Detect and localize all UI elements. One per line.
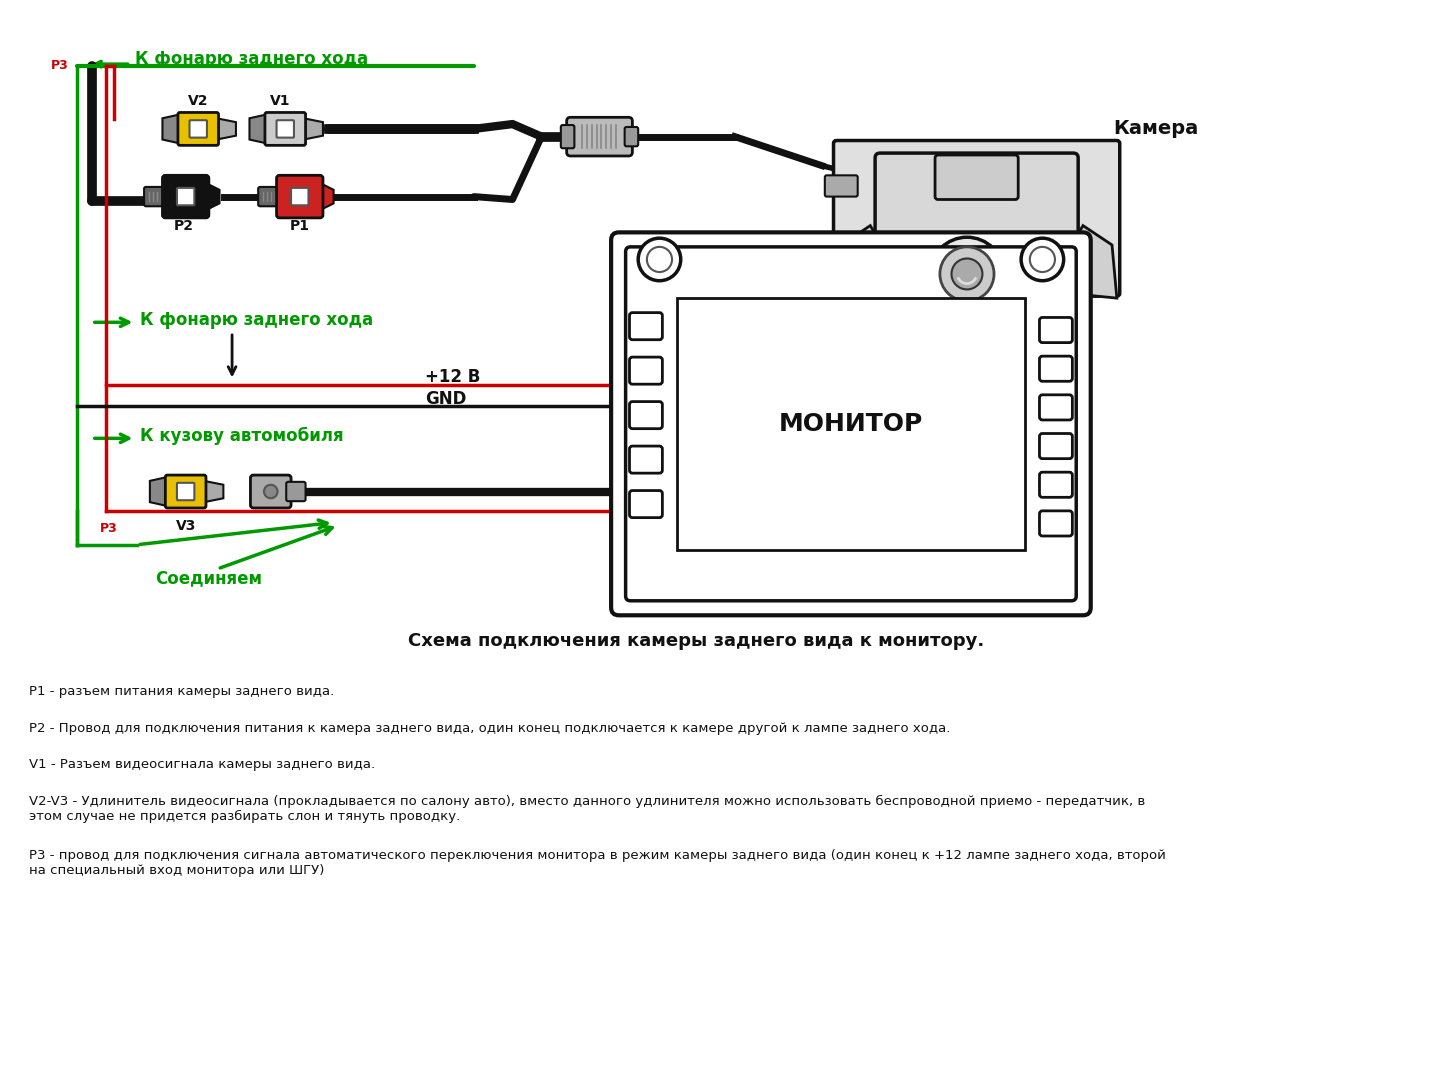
Text: Соединяем: Соединяем (154, 569, 262, 587)
FancyBboxPatch shape (190, 120, 207, 137)
Text: V1 - Разъем видеосигнала камеры заднего вида.: V1 - Разъем видеосигнала камеры заднего … (29, 758, 376, 772)
FancyBboxPatch shape (251, 475, 291, 508)
FancyBboxPatch shape (1040, 433, 1073, 459)
FancyBboxPatch shape (611, 233, 1090, 615)
FancyBboxPatch shape (876, 153, 1079, 259)
Circle shape (1030, 247, 1056, 272)
Text: P3: P3 (99, 522, 117, 535)
Text: V1: V1 (271, 93, 291, 107)
Text: P2 - Провод для подключения питания к камера заднего вида, один конец подключает: P2 - Провод для подключения питания к ка… (29, 721, 950, 734)
FancyBboxPatch shape (566, 117, 632, 157)
Circle shape (1021, 238, 1064, 281)
Polygon shape (216, 118, 236, 139)
Text: P2: P2 (174, 220, 194, 234)
Polygon shape (206, 183, 219, 210)
FancyBboxPatch shape (629, 446, 662, 473)
Circle shape (952, 258, 982, 289)
Circle shape (647, 247, 672, 272)
FancyBboxPatch shape (265, 113, 305, 146)
Polygon shape (163, 115, 180, 144)
Polygon shape (1068, 225, 1117, 298)
FancyBboxPatch shape (825, 176, 858, 196)
Text: К фонарю заднего хода: К фонарю заднего хода (135, 50, 369, 69)
FancyBboxPatch shape (276, 120, 294, 137)
Text: Камера: Камера (1113, 119, 1198, 137)
Text: Схема подключения камеры заднего вида к монитору.: Схема подключения камеры заднего вида к … (408, 632, 985, 651)
FancyBboxPatch shape (677, 298, 1025, 550)
Text: К кузову автомобиля: К кузову автомобиля (140, 428, 344, 446)
Circle shape (930, 237, 1004, 311)
Text: Р3 - провод для подключения сигнала автоматического переключения монитора в режи: Р3 - провод для подключения сигнала авто… (29, 849, 1166, 877)
FancyBboxPatch shape (163, 176, 209, 218)
FancyBboxPatch shape (629, 402, 662, 429)
Text: P1 - разъем питания камеры заднего вида.: P1 - разъем питания камеры заднего вида. (29, 685, 334, 698)
Text: GND: GND (425, 390, 467, 407)
Text: +12 В: +12 В (425, 369, 481, 386)
Text: V2-V3 - Удлинитель видеосигнала (прокладывается по салону авто), вместо данного : V2-V3 - Удлинитель видеосигнала (проклад… (29, 795, 1145, 823)
FancyBboxPatch shape (179, 113, 219, 146)
Circle shape (264, 485, 278, 498)
FancyBboxPatch shape (629, 313, 662, 340)
Text: P1: P1 (289, 220, 310, 234)
Polygon shape (320, 183, 334, 210)
Text: МОНИТОР: МОНИТОР (779, 412, 923, 436)
FancyBboxPatch shape (629, 357, 662, 384)
FancyBboxPatch shape (625, 247, 1076, 600)
FancyBboxPatch shape (629, 491, 662, 518)
Polygon shape (204, 481, 223, 502)
FancyBboxPatch shape (177, 482, 194, 501)
Text: P3: P3 (50, 59, 69, 72)
FancyBboxPatch shape (1040, 356, 1073, 382)
FancyBboxPatch shape (177, 188, 194, 206)
FancyBboxPatch shape (834, 140, 1120, 296)
FancyBboxPatch shape (276, 176, 323, 218)
FancyBboxPatch shape (1040, 394, 1073, 420)
FancyBboxPatch shape (287, 481, 305, 502)
FancyBboxPatch shape (291, 188, 308, 206)
Text: К фонарю заднего хода: К фонарю заднего хода (140, 311, 373, 329)
FancyBboxPatch shape (258, 187, 284, 206)
Polygon shape (249, 115, 266, 144)
FancyBboxPatch shape (560, 125, 575, 148)
Circle shape (940, 247, 994, 301)
FancyBboxPatch shape (144, 187, 170, 206)
Text: V2: V2 (189, 93, 209, 107)
Polygon shape (304, 118, 323, 139)
FancyBboxPatch shape (166, 475, 206, 508)
Polygon shape (150, 477, 167, 506)
FancyBboxPatch shape (1040, 511, 1073, 536)
FancyBboxPatch shape (1040, 472, 1073, 497)
Polygon shape (837, 225, 884, 298)
FancyBboxPatch shape (625, 126, 638, 146)
Text: V3: V3 (176, 519, 196, 533)
FancyBboxPatch shape (1040, 317, 1073, 343)
FancyBboxPatch shape (935, 155, 1018, 199)
Circle shape (638, 238, 681, 281)
